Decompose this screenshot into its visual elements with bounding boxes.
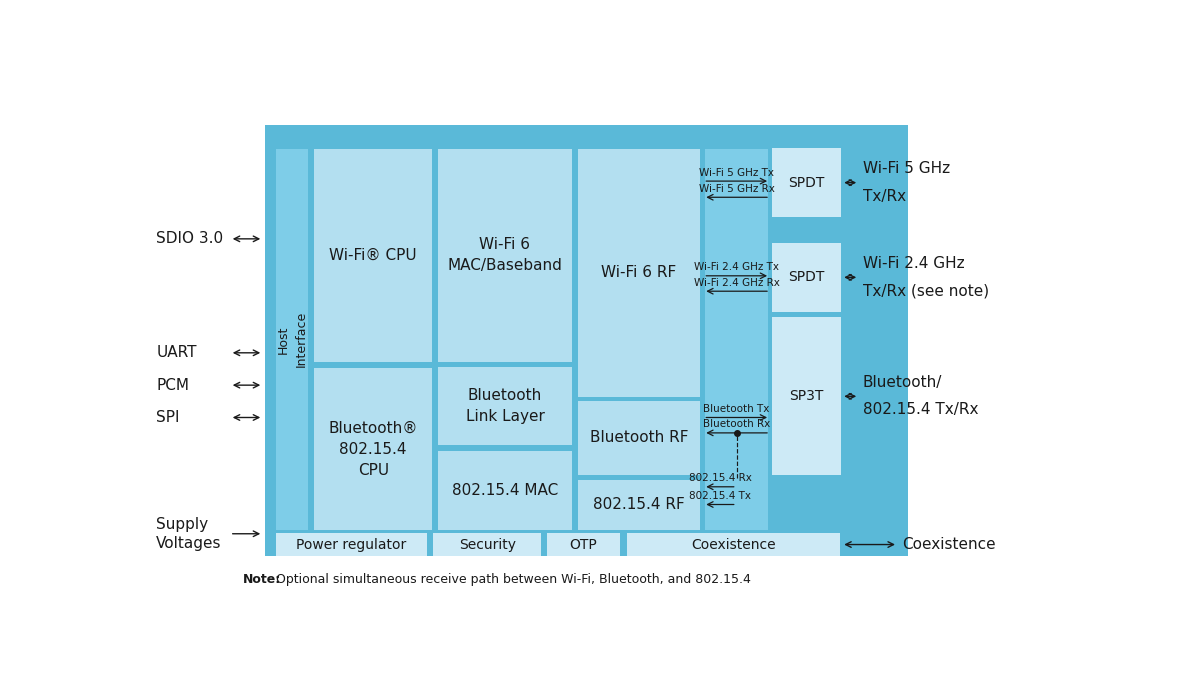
Text: Bluetooth/: Bluetooth/ (863, 375, 942, 390)
Text: Wi-Fi 5 GHz: Wi-Fi 5 GHz (863, 161, 950, 176)
Bar (547, 533, 620, 556)
Text: SPI: SPI (156, 410, 180, 425)
Bar (626, 533, 840, 556)
Bar (772, 243, 841, 312)
Bar (772, 317, 841, 475)
Text: SPDT: SPDT (788, 271, 824, 284)
Text: Wi-Fi 5 GHz Rx: Wi-Fi 5 GHz Rx (698, 184, 775, 194)
Text: 802.15.4 MAC: 802.15.4 MAC (452, 483, 558, 497)
Text: Bluetooth
Link Layer: Bluetooth Link Layer (466, 388, 545, 424)
Text: Wi-Fi 6 RF: Wi-Fi 6 RF (601, 265, 677, 280)
Text: Wi-Fi 6
MAC/Baseband: Wi-Fi 6 MAC/Baseband (448, 238, 563, 273)
Text: 802.15.4 Tx: 802.15.4 Tx (689, 491, 751, 501)
Bar (578, 400, 701, 475)
Text: Coexistence: Coexistence (691, 537, 775, 551)
Text: Tx/Rx (see note): Tx/Rx (see note) (863, 284, 989, 298)
Text: PCM: PCM (156, 377, 190, 393)
Bar (704, 148, 768, 530)
Text: 802.15.4 Rx: 802.15.4 Rx (689, 473, 751, 483)
Bar (276, 533, 427, 556)
Bar (578, 148, 701, 397)
Text: Wi-Fi® CPU: Wi-Fi® CPU (329, 248, 418, 263)
Text: 802.15.4 RF: 802.15.4 RF (593, 497, 685, 512)
Bar (433, 533, 541, 556)
Text: SP3T: SP3T (790, 389, 823, 404)
Text: Optional simultaneous receive path between Wi-Fi, Bluetooth, and 802.15.4: Optional simultaneous receive path betwe… (272, 574, 751, 587)
Text: UART: UART (156, 346, 197, 360)
Text: Bluetooth®
802.15.4
CPU: Bluetooth® 802.15.4 CPU (329, 421, 418, 477)
Text: Bluetooth Tx: Bluetooth Tx (703, 404, 770, 414)
Text: Tx/Rx: Tx/Rx (863, 189, 906, 204)
Text: SDIO 3.0: SDIO 3.0 (156, 232, 223, 246)
Text: Bluetooth Rx: Bluetooth Rx (703, 419, 770, 429)
Text: Supply
Voltages: Supply Voltages (156, 517, 222, 551)
Text: Host
Interface: Host Interface (276, 311, 307, 367)
Text: Wi-Fi 2.4 GHz: Wi-Fi 2.4 GHz (863, 256, 965, 271)
Text: Bluetooth RF: Bluetooth RF (589, 431, 689, 446)
Text: Note:: Note: (242, 574, 281, 587)
Bar (265, 125, 908, 556)
Bar (314, 148, 432, 362)
Text: SPDT: SPDT (788, 176, 824, 190)
Text: 802.15.4 Tx/Rx: 802.15.4 Tx/Rx (863, 402, 978, 417)
Bar (276, 148, 308, 530)
Text: Security: Security (458, 537, 516, 551)
Text: Coexistence: Coexistence (901, 537, 995, 552)
Text: Wi-Fi 5 GHz Tx: Wi-Fi 5 GHz Tx (700, 167, 774, 178)
Bar (314, 368, 432, 530)
Text: Power regulator: Power regulator (296, 537, 407, 551)
Text: Wi-Fi 2.4 GHz Tx: Wi-Fi 2.4 GHz Tx (694, 263, 779, 272)
Text: OTP: OTP (570, 537, 598, 551)
Bar (438, 148, 571, 362)
Bar (438, 451, 571, 530)
Bar (772, 148, 841, 217)
Bar (438, 367, 571, 446)
Text: Wi-Fi 2.4 GHz Rx: Wi-Fi 2.4 GHz Rx (694, 277, 780, 288)
Bar (578, 480, 701, 530)
